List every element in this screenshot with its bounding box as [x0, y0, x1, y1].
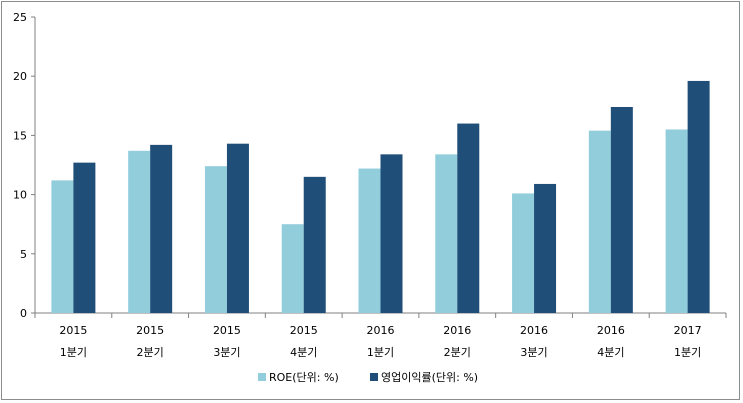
legend-label: 영업이익률(단위: %) — [381, 371, 478, 384]
operating-margin-bar — [534, 183, 557, 313]
x-tick-label-year: 2015 — [290, 324, 318, 337]
x-tick-label-year: 2015 — [59, 324, 87, 337]
x-tick-label-year: 2016 — [443, 324, 471, 337]
operating-margin-bar — [303, 176, 326, 313]
x-tick-label-quarter: 4분기 — [290, 346, 317, 359]
operating-margin-bar — [610, 106, 633, 313]
operating-margin-bar — [73, 162, 96, 313]
x-tick-label-year: 2015 — [213, 324, 241, 337]
x-axis: 2015 1분기 2015 2분기 2015 3분기 2015 4분기 2016 1분기 2016 2… — [34, 312, 727, 359]
operating-margin-bar — [687, 80, 710, 313]
roe-bar — [665, 129, 688, 313]
x-tick-label-year: 2015 — [136, 324, 164, 337]
operating-margin-bar — [380, 154, 403, 313]
x-tick-label-year: 2017 — [674, 324, 702, 337]
y-tick-label: 0 — [20, 307, 27, 320]
y-tick-label: 25 — [13, 11, 27, 24]
x-tick-label-quarter: 2분기 — [444, 346, 471, 359]
x-tick-label-quarter: 3분기 — [520, 346, 547, 359]
x-tick-label-year: 2016 — [520, 324, 548, 337]
x-tick-label-quarter: 1분기 — [60, 346, 87, 359]
legend-swatch — [370, 373, 378, 381]
roe-bar — [128, 150, 151, 313]
roe-bar — [588, 130, 611, 313]
roe-bar — [281, 224, 304, 313]
y-axis: 0 5 10 15 20 25 — [13, 11, 36, 320]
operating-margin-bar — [150, 144, 173, 313]
y-tick-label: 10 — [13, 189, 27, 202]
x-tick-label-year: 2016 — [367, 324, 395, 337]
roe-bar — [358, 168, 381, 313]
x-tick-label-quarter: 4분기 — [597, 346, 624, 359]
roe-bar — [204, 166, 227, 313]
x-tick-label-quarter: 1분기 — [367, 346, 394, 359]
y-tick-label: 5 — [20, 248, 27, 261]
legend: ROE(단위: %) 영업이익률(단위: %) — [258, 371, 478, 384]
legend-label: ROE(단위: %) — [269, 371, 339, 384]
x-tick-label-quarter: 1분기 — [674, 346, 701, 359]
roe-bar — [435, 154, 458, 313]
operating-margin-bar — [457, 123, 480, 313]
legend-swatch — [258, 373, 266, 381]
operating-margin-bar — [226, 143, 249, 313]
x-tick-label-year: 2016 — [597, 324, 625, 337]
roe-bar — [512, 193, 535, 313]
roe-bar — [51, 180, 74, 313]
bars — [51, 80, 710, 313]
y-tick-label: 20 — [13, 70, 27, 83]
x-tick-label-quarter: 2분기 — [137, 346, 164, 359]
x-tick-label-quarter: 3분기 — [213, 346, 240, 359]
y-tick-label: 15 — [13, 129, 27, 142]
